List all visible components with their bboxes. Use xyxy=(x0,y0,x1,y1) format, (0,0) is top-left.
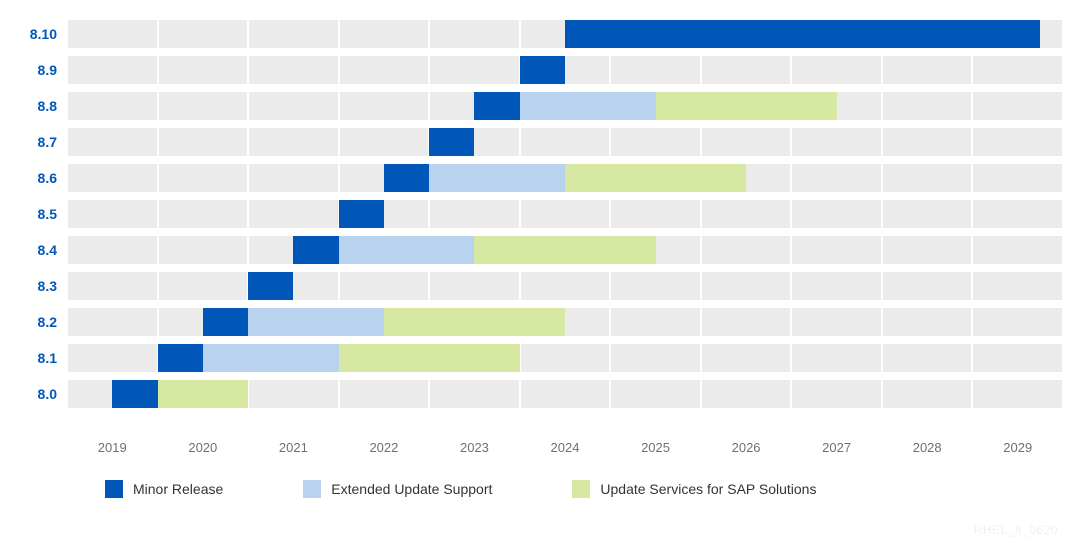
bar-segment-sap xyxy=(339,344,520,372)
y-axis-label: 8.9 xyxy=(15,63,57,77)
x-axis-label: 2029 xyxy=(1003,440,1032,455)
bar-segment-eus xyxy=(203,344,339,372)
bar-segment-eus xyxy=(520,92,656,120)
x-axis-label: 2026 xyxy=(732,440,761,455)
gridline xyxy=(700,20,702,430)
bar-segment-minor xyxy=(293,236,338,264)
footer-code: RHEL_8_0620 xyxy=(974,523,1058,537)
bar-segment-minor xyxy=(384,164,429,192)
y-axis-label: 8.5 xyxy=(15,207,57,221)
y-axis-label: 8.8 xyxy=(15,99,57,113)
gridline xyxy=(1062,20,1064,430)
y-axis-label: 8.7 xyxy=(15,135,57,149)
bar-segment-minor xyxy=(248,272,293,300)
plot-area xyxy=(67,20,1063,430)
legend-label: Extended Update Support xyxy=(331,481,492,497)
y-axis-label: 8.0 xyxy=(15,387,57,401)
row-band xyxy=(67,56,1063,84)
bar-segment-sap xyxy=(656,92,837,120)
x-axis-label: 2027 xyxy=(822,440,851,455)
bar-segment-minor xyxy=(429,128,474,156)
y-axis-label: 8.4 xyxy=(15,243,57,257)
gridline xyxy=(609,20,611,430)
y-axis-label: 8.10 xyxy=(15,27,57,41)
legend-label: Minor Release xyxy=(133,481,223,497)
bar-segment-minor xyxy=(158,344,203,372)
y-axis-labels: 8.10 8.9 8.8 8.7 8.6 8.5 8.4 8.3 8.2 8.1 8.0 xyxy=(15,20,67,460)
bar-segment-minor xyxy=(565,20,1040,48)
timeline-chart: 8.108.98.88.78.68.58.48.38.28.18.0 20192… xyxy=(15,20,1063,460)
gridline xyxy=(971,20,973,430)
row-band xyxy=(67,128,1063,156)
bar-segment-eus xyxy=(248,308,384,336)
legend-swatch xyxy=(303,480,321,498)
bar-segment-minor xyxy=(474,92,519,120)
y-axis-label: 8.1 xyxy=(15,351,57,365)
x-axis-label: 2021 xyxy=(279,440,308,455)
legend: Minor Release Extended Update Support Upda… xyxy=(15,480,1063,498)
row-band xyxy=(67,200,1063,228)
bar-segment-eus xyxy=(339,236,475,264)
gridline xyxy=(881,20,883,430)
bar-segment-sap xyxy=(474,236,655,264)
bar-segment-minor xyxy=(112,380,157,408)
x-axis-label: 2023 xyxy=(460,440,489,455)
x-axis-labels: 2019 2020 2021 2022 2023 2024 2025 2026 2027 2028… xyxy=(67,436,1063,460)
bar-segment-eus xyxy=(429,164,565,192)
legend-swatch xyxy=(105,480,123,498)
bar-segment-sap xyxy=(384,308,565,336)
bar-segment-sap xyxy=(565,164,746,192)
legend-item: Minor Release xyxy=(105,480,223,498)
x-axis-label: 2020 xyxy=(188,440,217,455)
legend-item: Extended Update Support xyxy=(303,480,492,498)
y-axis-label: 8.2 xyxy=(15,315,57,329)
legend-item: Update Services for SAP Solutions xyxy=(572,480,816,498)
legend-label: Update Services for SAP Solutions xyxy=(600,481,816,497)
x-axis-label: 2019 xyxy=(98,440,127,455)
x-axis-label: 2022 xyxy=(369,440,398,455)
y-axis-label: 8.6 xyxy=(15,171,57,185)
bar-segment-minor xyxy=(339,200,384,228)
legend-swatch xyxy=(572,480,590,498)
gridline xyxy=(66,20,68,430)
row-band xyxy=(67,272,1063,300)
x-axis-label: 2028 xyxy=(913,440,942,455)
gridline xyxy=(790,20,792,430)
x-axis-label: 2024 xyxy=(551,440,580,455)
y-axis-label: 8.3 xyxy=(15,279,57,293)
bar-segment-sap xyxy=(158,380,249,408)
bar-segment-minor xyxy=(520,56,565,84)
bar-segment-minor xyxy=(203,308,248,336)
x-axis-label: 2025 xyxy=(641,440,670,455)
